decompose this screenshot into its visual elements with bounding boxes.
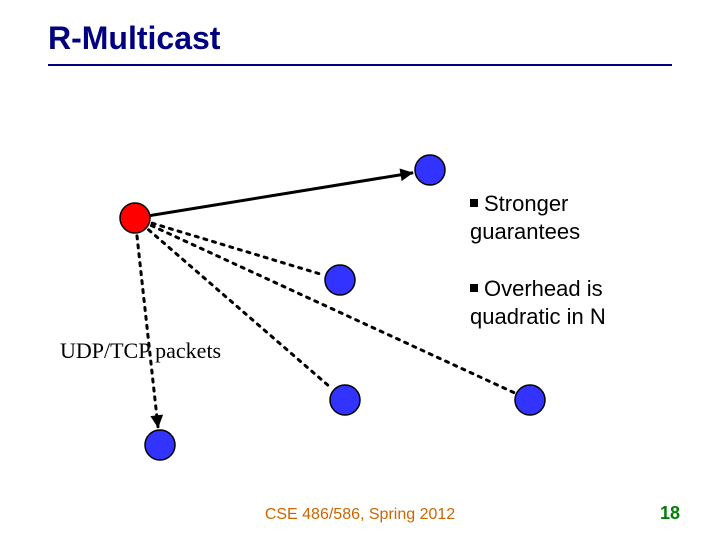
- diagram-svg: [0, 0, 720, 540]
- bullet-text-2: Overhead is quadratic in N: [470, 276, 606, 329]
- title-underline: [48, 64, 672, 66]
- bullet-square-icon: [470, 199, 478, 207]
- bullet-text-1: Stronger guarantees: [470, 191, 580, 244]
- footer-course: CSE 486/586, Spring 2012: [0, 506, 720, 524]
- bullet-stronger-guarantees: Stronger guarantees: [470, 190, 670, 245]
- bullet-square-icon: [470, 284, 478, 292]
- udp-tcp-caption: UDP/TCP packets: [60, 338, 221, 364]
- footer-page-number: 18: [660, 503, 680, 524]
- bullet-overhead-quadratic: Overhead is quadratic in N: [470, 275, 690, 330]
- slide-title: R-Multicast: [48, 20, 220, 57]
